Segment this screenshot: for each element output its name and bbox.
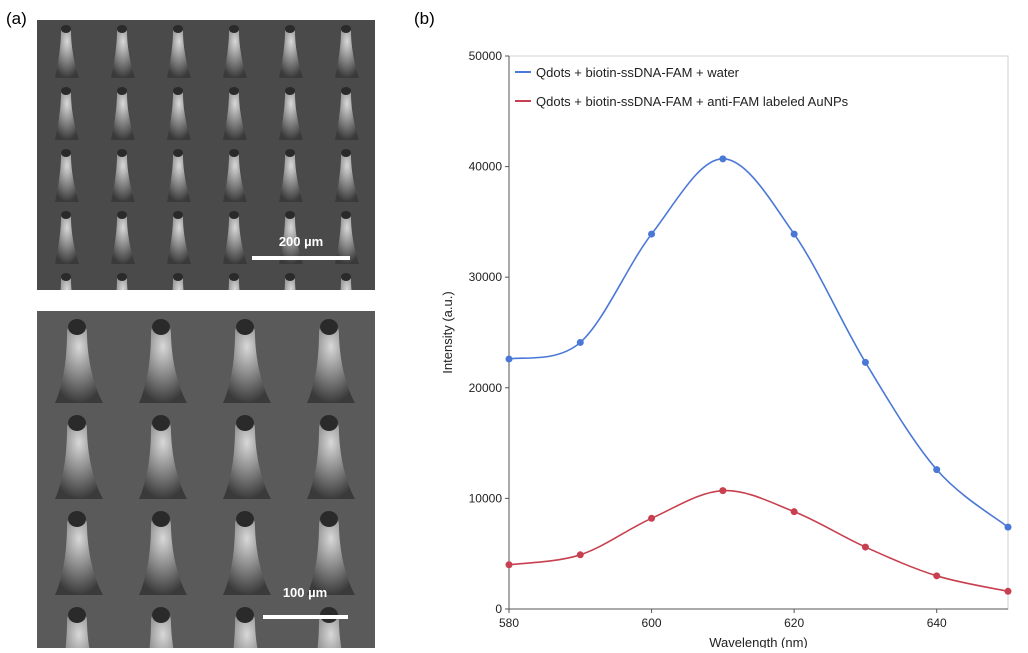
data-point [1004,523,1012,531]
series-line [508,489,1009,593]
plot-area [508,55,1009,610]
sem-image [37,20,375,290]
data-point [1004,587,1012,595]
y-tick-label: 30000 [469,270,503,284]
data-point [790,508,798,516]
y-tick-label: 20000 [469,381,503,395]
data-point [790,230,798,238]
y-tick-label: 0 [495,602,502,616]
data-point [576,338,584,346]
data-point [648,514,656,522]
data-point [719,155,727,163]
data-point [861,543,869,551]
data-point [933,466,941,474]
x-tick-label: 620 [784,616,804,630]
legend-label: Qdots + biotin-ssDNA-FAM + water [536,65,740,80]
y-tick-label: 40000 [469,160,503,174]
y-tick-label: 50000 [469,49,503,63]
y-axis-label: Intensity (a.u.) [440,291,455,373]
data-point [861,358,869,366]
panel-label: (b) [414,9,435,28]
data-point [505,355,513,363]
sem-image [37,311,375,648]
series-line [508,158,1009,528]
scale-bar-label: 100 µm [283,585,327,600]
data-point [505,561,513,569]
data-point [719,487,727,495]
scale-bar-label: 200 µm [279,234,323,249]
y-tick-label: 10000 [469,491,503,505]
x-axis-label: Wavelength (nm) [709,635,808,648]
data-point [576,551,584,559]
panel-label: (a) [6,9,27,28]
data-point [933,572,941,580]
x-tick-label: 600 [642,616,662,630]
legend-label: Qdots + biotin-ssDNA-FAM + anti-FAM labe… [536,94,849,109]
x-tick-label: 580 [499,616,519,630]
data-point [648,230,656,238]
x-tick-label: 640 [927,616,947,630]
